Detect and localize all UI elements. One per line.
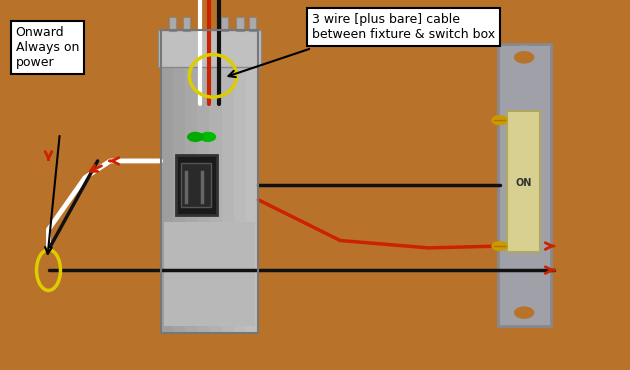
Bar <box>246 30 258 333</box>
Circle shape <box>515 307 534 318</box>
Bar <box>164 222 255 326</box>
Bar <box>158 30 261 67</box>
Bar <box>498 44 551 326</box>
Circle shape <box>492 116 507 125</box>
Circle shape <box>505 302 543 324</box>
Text: ON: ON <box>515 178 532 188</box>
Text: 3 wire [plus bare] cable
between fixture & switch box: 3 wire [plus bare] cable between fixture… <box>312 13 495 41</box>
Bar <box>234 30 246 333</box>
Bar <box>161 30 258 333</box>
Bar <box>176 155 217 215</box>
Bar <box>173 30 185 333</box>
Bar <box>169 17 176 31</box>
Circle shape <box>200 132 215 141</box>
Bar <box>507 111 540 252</box>
Bar <box>183 17 190 31</box>
Bar <box>222 30 234 333</box>
Bar <box>181 163 211 207</box>
Circle shape <box>505 46 543 68</box>
Bar <box>236 17 244 31</box>
Circle shape <box>188 132 203 141</box>
Bar <box>161 30 173 333</box>
Bar <box>249 17 256 31</box>
Circle shape <box>492 242 507 250</box>
Bar <box>209 30 222 333</box>
Bar <box>197 30 209 333</box>
Bar <box>220 17 228 31</box>
Circle shape <box>515 52 534 63</box>
Bar <box>185 30 197 333</box>
Text: Onward
Always on
power: Onward Always on power <box>16 26 79 69</box>
